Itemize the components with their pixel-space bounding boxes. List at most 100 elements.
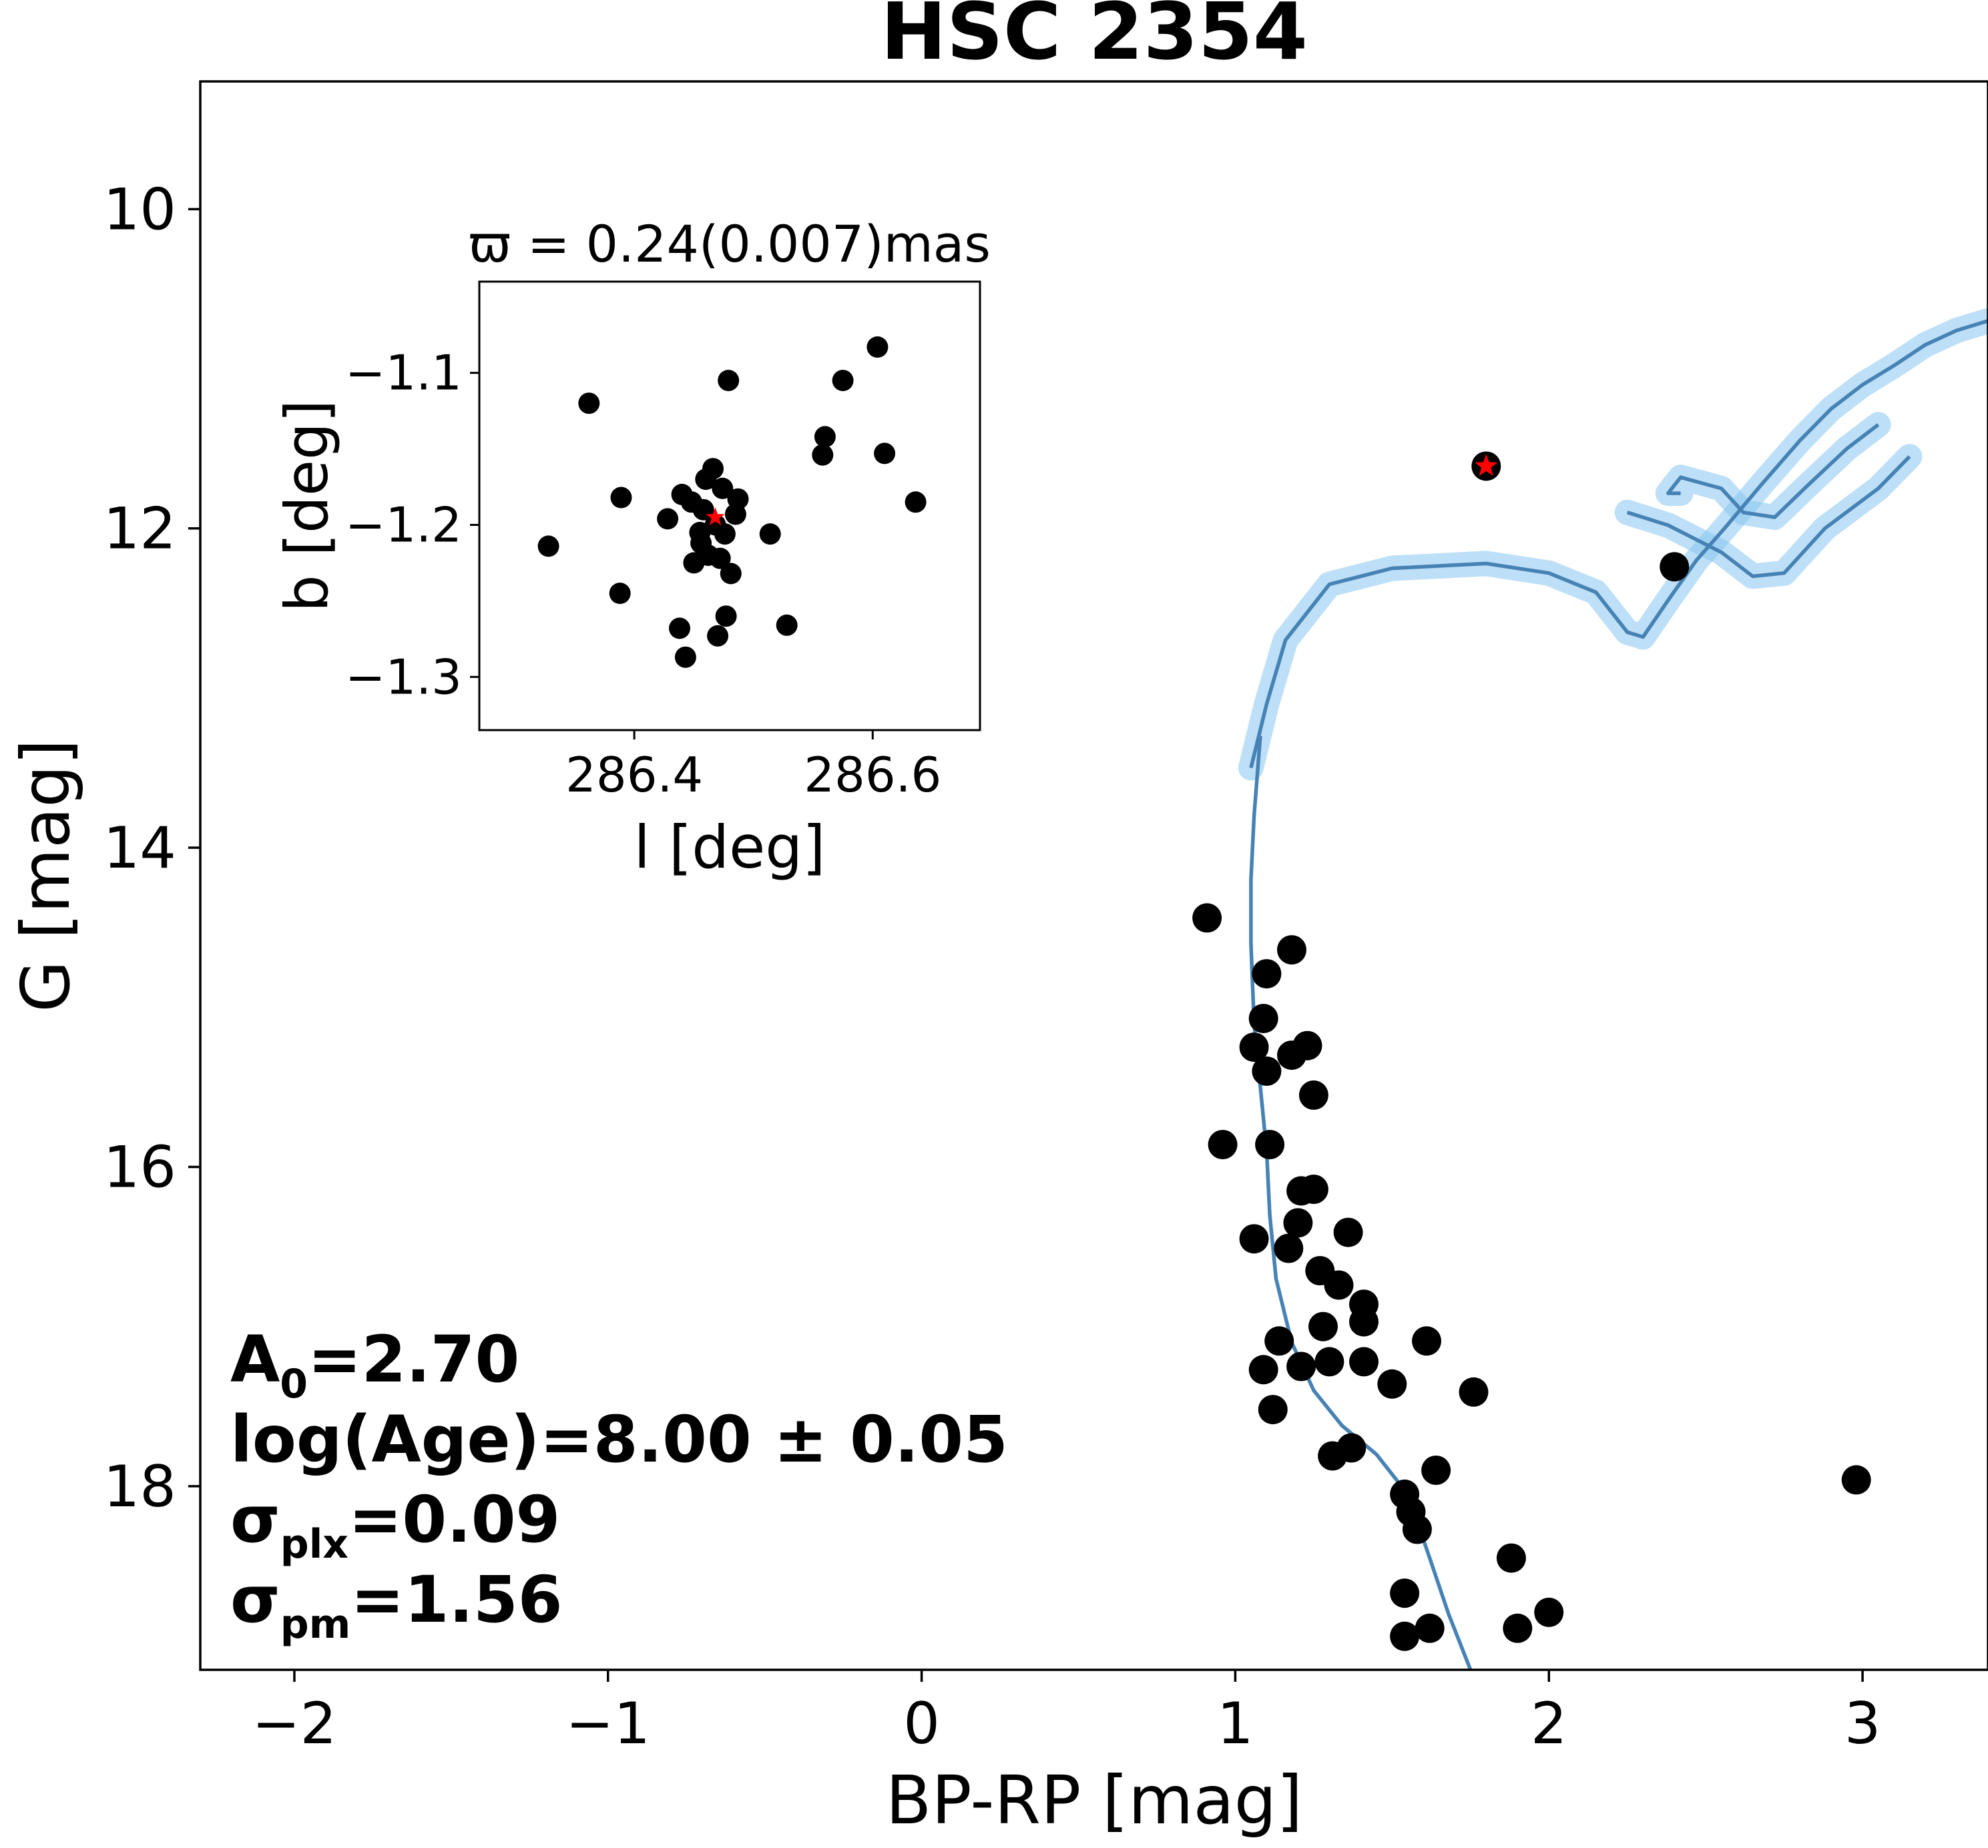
fit-parameter: σpm=1.56 <box>230 1562 563 1648</box>
inset-member-point <box>578 392 600 414</box>
x-tick-label: 1 <box>1217 1690 1254 1757</box>
y-axis-label: G [mag] <box>7 739 85 1012</box>
member-point <box>1283 1208 1313 1238</box>
inset-star-marker <box>706 507 725 526</box>
member-point <box>1660 552 1690 582</box>
main-y-axis: 10 12 14 16 18 <box>103 176 200 1520</box>
inset-y-tick-label: −1.1 <box>345 345 462 401</box>
member-point <box>1534 1597 1564 1627</box>
inset-member-point <box>609 583 631 604</box>
x-axis-label: BP-RP [mag] <box>886 1761 1303 1839</box>
member-point <box>1402 1514 1432 1544</box>
x-tick-label: 2 <box>1531 1690 1567 1757</box>
member-point <box>1239 1224 1269 1254</box>
inset-member-point <box>674 646 696 668</box>
member-point <box>1252 959 1282 989</box>
member-point <box>1274 1233 1304 1263</box>
member-point <box>1459 1377 1489 1407</box>
main-x-axis: −2 −1 0 1 2 3 <box>252 1670 1881 1757</box>
fit-parameter: A0=2.70 <box>230 1322 519 1408</box>
isochrone-line <box>1626 455 1911 579</box>
inset-x-axis-label: l [deg] <box>634 813 826 882</box>
inset-member-point <box>707 625 729 647</box>
member-point <box>1841 1465 1871 1495</box>
inset-member-point <box>712 477 734 499</box>
inset-member-point <box>759 523 781 545</box>
x-tick-label: 3 <box>1844 1690 1881 1757</box>
member-point <box>1248 1004 1278 1034</box>
inset-member-point <box>727 488 749 510</box>
inset-x-axis: 286.4 286.6 <box>565 730 941 803</box>
member-point <box>1252 1056 1282 1086</box>
inset-member-point <box>718 370 740 392</box>
member-point <box>1264 1326 1294 1356</box>
inset-member-point <box>537 535 559 557</box>
member-point <box>1258 1395 1288 1425</box>
member-point <box>1415 1613 1445 1643</box>
inset-member-point <box>812 444 834 466</box>
y-tick-label: 12 <box>103 496 176 563</box>
inset-member-point <box>709 547 731 569</box>
inset-y-axis-label: b [deg] <box>272 400 341 612</box>
inset-plot: 286.4 286.6 −1.1 −1.2 −1.3 ϖ = 0.24(0.007)m… <box>272 214 991 882</box>
inset-member-point <box>610 487 632 509</box>
main-points-layer <box>1192 451 1871 1651</box>
member-point <box>1248 1355 1278 1385</box>
x-tick-label: −1 <box>565 1690 650 1757</box>
member-point <box>1208 1130 1238 1159</box>
inset-member-point <box>715 605 737 627</box>
inset-member-point <box>720 563 742 585</box>
member-point <box>1298 1080 1328 1110</box>
inset-y-axis: −1.1 −1.2 −1.3 <box>345 345 479 705</box>
member-point <box>1390 1578 1420 1608</box>
star-marker <box>1475 454 1498 476</box>
member-point <box>1298 1175 1328 1204</box>
inset-y-tick-label: −1.3 <box>345 649 462 705</box>
inset-member-point <box>814 426 836 448</box>
inset-member-point <box>866 336 889 358</box>
member-point <box>1324 1270 1354 1300</box>
fit-parameter: σplx=0.09 <box>230 1482 560 1568</box>
member-point <box>1277 935 1306 965</box>
inset-member-point <box>832 370 854 392</box>
main-plot-frame <box>199 80 1988 1671</box>
member-point <box>1349 1307 1379 1337</box>
main-plot-area <box>1192 308 1988 1670</box>
y-tick-label: 18 <box>103 1454 176 1520</box>
chart-title: HSC 2354 <box>881 0 1308 77</box>
member-point <box>1333 1217 1363 1247</box>
member-point <box>1192 903 1222 933</box>
member-point <box>1503 1613 1533 1643</box>
member-point <box>1496 1543 1526 1573</box>
member-point <box>1390 1621 1420 1651</box>
fit-parameter: log(Age)=8.00 ± 0.05 <box>230 1402 1008 1477</box>
inset-points-layer <box>537 336 927 668</box>
member-point <box>1314 1347 1344 1377</box>
member-point <box>1412 1326 1441 1356</box>
y-tick-label: 14 <box>103 815 176 882</box>
inset-member-point <box>776 614 798 636</box>
member-point <box>1308 1311 1338 1341</box>
inset-member-point <box>702 458 724 480</box>
member-point <box>1349 1347 1379 1377</box>
inset-member-point <box>657 508 679 530</box>
member-point <box>1292 1030 1322 1060</box>
inset-y-tick-label: −1.2 <box>345 497 462 553</box>
member-point <box>1421 1456 1451 1485</box>
member-point <box>1255 1130 1285 1159</box>
member-point <box>1318 1441 1348 1471</box>
inset-member-point <box>714 523 736 545</box>
inset-x-tick-label: 286.4 <box>565 747 703 803</box>
isochrone-line <box>1666 423 1880 519</box>
y-tick-label: 16 <box>103 1135 176 1201</box>
x-tick-label: 0 <box>903 1690 940 1757</box>
inset-title: ϖ = 0.24(0.007)mas <box>469 214 991 274</box>
isochrone-line <box>1249 319 1988 769</box>
member-point <box>1377 1369 1407 1399</box>
inset-member-point <box>874 442 896 465</box>
member-point <box>1239 1032 1269 1062</box>
